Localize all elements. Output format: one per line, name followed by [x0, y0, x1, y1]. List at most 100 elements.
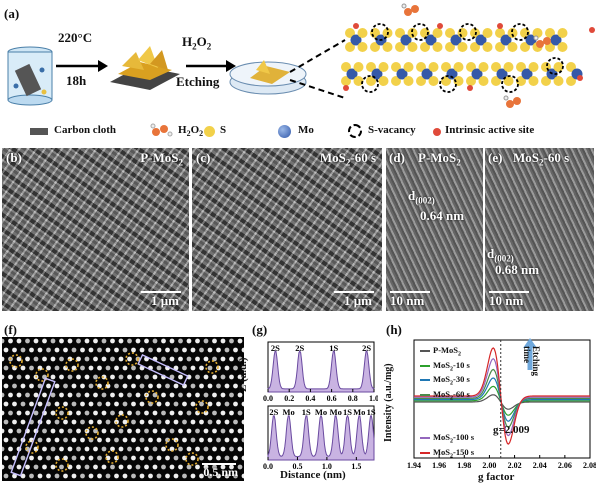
g-bottom-peak-label: Mo [315, 407, 327, 417]
stem-atom [139, 383, 145, 389]
stem-atom [12, 383, 17, 389]
stem-atom [169, 446, 175, 452]
etching-label: Etching [176, 74, 220, 89]
stem-atom [37, 383, 43, 389]
stem-atom [144, 446, 149, 452]
stem-atom [190, 347, 196, 353]
h2o2-label: H2O2 [182, 34, 212, 52]
stem-atom [195, 428, 200, 434]
stem-atom [54, 455, 60, 461]
h-legend-text: -30 s [453, 374, 470, 385]
stem-atom [224, 401, 230, 407]
panel-b-title: P-MoS2 [140, 150, 183, 168]
stem-atom [88, 473, 94, 479]
s-vacancy-marker [35, 368, 49, 382]
stem-atom [67, 410, 73, 416]
stem-atom [80, 347, 85, 353]
stem-atom [190, 383, 196, 389]
stem-atom [186, 356, 192, 362]
stem-atom [71, 455, 77, 461]
stem-atom [224, 437, 230, 443]
stem-atom [229, 338, 234, 344]
mos2-growth-icon [110, 46, 180, 90]
stem-atom [161, 410, 166, 416]
intrinsic-site-marker [467, 85, 473, 91]
stem-atom [156, 401, 162, 407]
panel-f-scale-label: 0.5 nm [203, 465, 238, 479]
stem-atom [122, 473, 128, 479]
stem-atom [67, 428, 73, 434]
h2o2-molecule [533, 35, 539, 41]
stem-atom [50, 446, 56, 452]
stem-atom [233, 455, 238, 461]
stem-atom [241, 401, 244, 407]
stem-atom [114, 383, 119, 389]
h2o2-molecule [506, 100, 514, 108]
stem-atom [114, 365, 119, 371]
h-legend-swatch [420, 379, 430, 382]
stem-atom [97, 365, 102, 371]
sulfur-atom [341, 76, 351, 86]
h-legend-swatch [420, 451, 430, 454]
stem-atom [101, 338, 107, 344]
stem-atom [178, 356, 183, 362]
s-vacancy-marker [185, 452, 199, 466]
g-top-tick-label: 0.0 [263, 394, 273, 403]
h-legend-text: 2 [450, 453, 453, 460]
mo-atom [521, 68, 533, 80]
s-vacancy-marker [55, 406, 69, 420]
stem-atom [63, 473, 68, 479]
sulfur-atom [495, 28, 505, 38]
stem-atom [16, 338, 22, 344]
stem-atom [16, 428, 22, 434]
g-top-tick-label: 0.2 [284, 394, 294, 403]
sulfur-atom [345, 42, 355, 52]
stem-atom [88, 419, 94, 425]
h-legend-text: 2 [450, 381, 453, 388]
stem-atom [207, 473, 213, 479]
sulfur-atom [478, 62, 489, 72]
stem-atom [199, 365, 204, 371]
stem-atom [186, 392, 192, 398]
h-legend-entry: MoS2-100 s [420, 432, 474, 447]
stem-atom [207, 365, 213, 371]
stem-atom [29, 383, 34, 389]
panel-f-stem-image: 0.5 nm [2, 337, 244, 481]
sulfur-atom [407, 28, 418, 38]
stem-atom [101, 464, 107, 470]
stem-atom [178, 464, 183, 470]
stem-atom [71, 437, 77, 443]
stem-atom [54, 419, 60, 425]
stem-atom [182, 401, 187, 407]
stem-atom [67, 392, 73, 398]
stem-atom [203, 374, 209, 380]
s-vacancy-marker [25, 440, 39, 454]
sulfur-atom [566, 76, 576, 86]
stem-atom [203, 446, 209, 452]
stem-atom [2, 428, 5, 434]
stem-atom [84, 356, 90, 362]
stem-atom [97, 473, 102, 479]
sulfur-atom [503, 62, 514, 72]
line-profile-box [10, 377, 56, 477]
panel-e-title: MoS2-60 s [513, 150, 570, 168]
stem-atom [8, 410, 13, 416]
stem-atom [93, 464, 98, 470]
sulfur-atom [445, 28, 455, 38]
stem-atom [241, 347, 244, 353]
stem-atom [148, 437, 153, 443]
stem-atom [71, 347, 77, 353]
stem-atom [178, 428, 183, 434]
stem-atom [93, 356, 98, 362]
sulfur-atom [366, 76, 376, 86]
mo-atom [496, 68, 508, 80]
g-bottom-tick-label: 0.5 [292, 462, 302, 471]
stem-atom [165, 455, 170, 461]
stem-atom [233, 473, 238, 479]
sulfur-atom [491, 62, 501, 72]
stem-atom [101, 356, 107, 362]
h2o2-molecule [503, 95, 509, 101]
stem-atom [237, 338, 243, 344]
stem-atom [16, 464, 22, 470]
stem-atom [161, 446, 166, 452]
